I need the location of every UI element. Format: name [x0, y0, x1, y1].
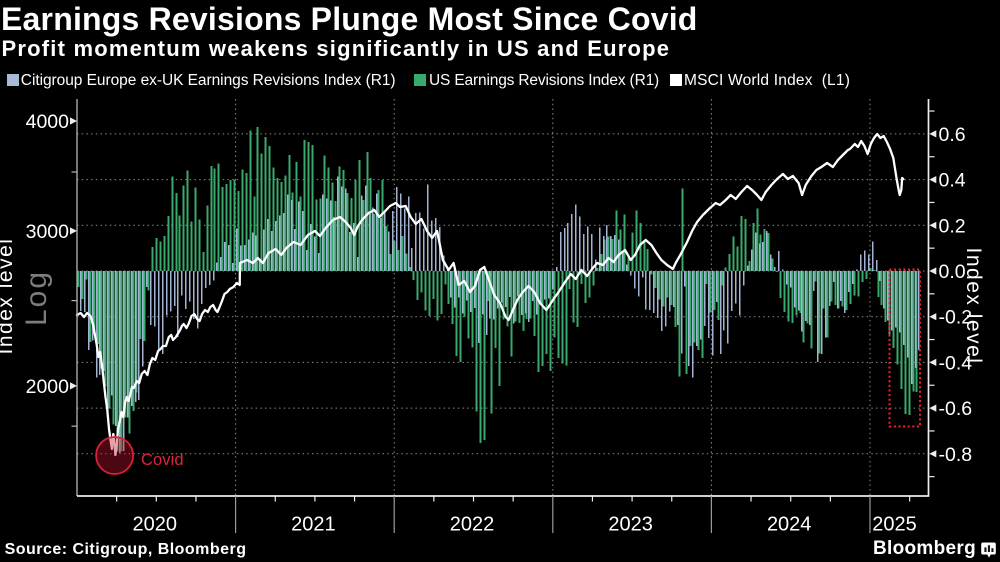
- svg-text:Covid: Covid: [141, 451, 184, 469]
- svg-text:-0.8: -0.8: [939, 444, 973, 466]
- svg-text:0.4: 0.4: [939, 170, 966, 192]
- svg-text:Index level: Index level: [962, 248, 985, 365]
- svg-text:2022: 2022: [450, 514, 495, 536]
- svg-text:0.2: 0.2: [939, 215, 966, 237]
- svg-text:-0.2: -0.2: [939, 307, 973, 329]
- svg-text:0.0: 0.0: [939, 261, 966, 283]
- svg-text:2023: 2023: [608, 514, 653, 536]
- svg-text:0.6: 0.6: [939, 124, 966, 146]
- svg-text:4000: 4000: [26, 111, 70, 133]
- svg-text:3000: 3000: [26, 221, 70, 243]
- svg-text:2021: 2021: [291, 514, 336, 536]
- svg-text:-0.6: -0.6: [939, 398, 973, 420]
- svg-text:-0.4: -0.4: [939, 352, 973, 374]
- svg-text:2025: 2025: [872, 514, 917, 536]
- svg-text:Log: Log: [20, 270, 53, 326]
- svg-text:2024: 2024: [767, 514, 812, 536]
- svg-text:Index level: Index level: [0, 238, 17, 355]
- svg-text:2000: 2000: [26, 376, 70, 398]
- svg-text:2020: 2020: [133, 514, 178, 536]
